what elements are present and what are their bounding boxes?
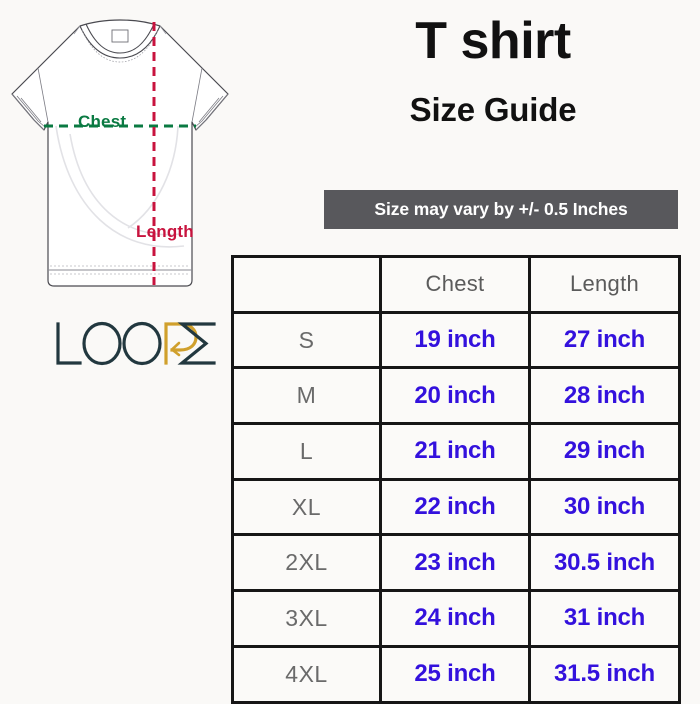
length-value: 29 inch <box>528 422 681 481</box>
length-value: 31.5 inch <box>528 644 681 704</box>
size-variance-note: Size may vary by +/- 0.5 Inches <box>324 190 678 229</box>
table-row: M 20 inch 28 inch <box>231 366 681 426</box>
table-corner-cell <box>231 255 382 314</box>
column-header-chest: Chest <box>379 255 531 314</box>
tshirt-diagram <box>8 8 233 303</box>
length-value: 30.5 inch <box>528 533 681 593</box>
page-title: T shirt <box>415 12 571 70</box>
table-row: 3XL 24 inch 31 inch <box>231 589 681 648</box>
length-measure-label: Length <box>136 222 194 241</box>
chest-value: 19 inch <box>379 310 531 370</box>
size-label: M <box>231 366 382 426</box>
title-block: T shirt Size Guide <box>300 14 686 129</box>
chest-value: 22 inch <box>379 477 531 537</box>
table-row: S 19 inch 27 inch <box>231 310 681 370</box>
size-label: 2XL <box>231 533 382 593</box>
chest-value: 21 inch <box>379 422 531 481</box>
column-header-length: Length <box>528 255 681 314</box>
table-row: 2XL 23 inch 30.5 inch <box>231 533 681 593</box>
illustration-panel: Chest Length <box>0 0 231 700</box>
chest-measure-label: Chest <box>78 112 127 131</box>
size-table-container: Chest Length S 19 inch 27 inch M 20 inch… <box>231 255 681 704</box>
chest-value: 25 inch <box>379 644 531 704</box>
table-row: XL 22 inch 30 inch <box>231 477 681 537</box>
size-label: S <box>231 310 382 370</box>
size-label: XL <box>231 477 382 537</box>
size-table: Chest Length S 19 inch 27 inch M 20 inch… <box>231 255 681 704</box>
table-row: 4XL 25 inch 31.5 inch <box>231 644 681 704</box>
length-value: 28 inch <box>528 366 681 426</box>
chest-value: 20 inch <box>379 366 531 426</box>
table-row: L 21 inch 29 inch <box>231 422 681 481</box>
chest-value: 24 inch <box>379 589 531 648</box>
size-label: 3XL <box>231 589 382 648</box>
length-value: 31 inch <box>528 589 681 648</box>
size-label: L <box>231 422 382 481</box>
table-header-row: Chest Length <box>231 255 681 314</box>
loops-brand-logo <box>50 316 222 372</box>
length-value: 27 inch <box>528 310 681 370</box>
size-label: 4XL <box>231 644 382 704</box>
length-value: 30 inch <box>528 477 681 537</box>
chest-value: 23 inch <box>379 533 531 593</box>
page-subtitle: Size Guide <box>409 90 577 128</box>
